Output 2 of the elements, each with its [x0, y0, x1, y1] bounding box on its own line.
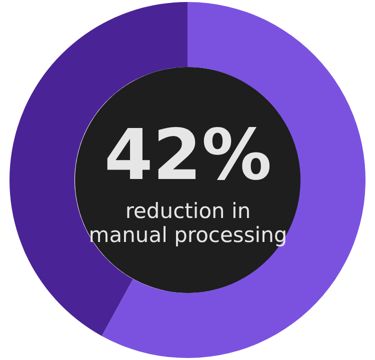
text: 42%	[104, 114, 272, 196]
text: reduction in manual processing	[88, 199, 288, 247]
